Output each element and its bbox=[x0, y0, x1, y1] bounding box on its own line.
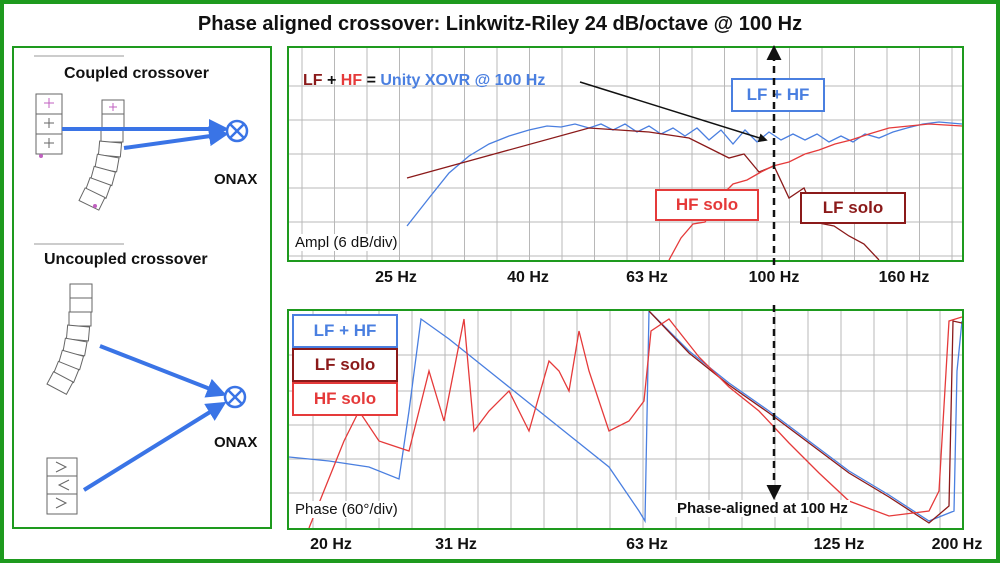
phase-tick: 20 Hz bbox=[310, 536, 352, 553]
phase-plot: LF + HF LF solo HF solo Phase (60°/div) … bbox=[287, 309, 964, 530]
coupled-crossover-label: Coupled crossover bbox=[64, 65, 209, 82]
phase-tick: 63 Hz bbox=[626, 536, 668, 553]
listening-position-icon bbox=[225, 119, 249, 143]
uncoupled-crossover-label: Uncoupled crossover bbox=[44, 251, 208, 268]
phase-tick: 125 Hz bbox=[813, 536, 865, 553]
amp-axis-note: Ampl (6 dB/div) bbox=[295, 234, 398, 251]
left-panel-drawing bbox=[34, 55, 249, 515]
listening-position-icon bbox=[223, 385, 247, 409]
legend-unity: Unity XOVR @ 100 Hz bbox=[380, 72, 546, 89]
amp-tick: 63 Hz bbox=[626, 269, 668, 286]
amp-tick: 100 Hz bbox=[748, 269, 800, 286]
left-panel: Coupled crossover Uncoupled crossover ON… bbox=[12, 46, 272, 529]
amp-box-lf-solo: LF solo bbox=[800, 192, 906, 224]
sum-phase-trace bbox=[289, 311, 962, 524]
figure-title: Phase aligned crossover: Linkwitz-Riley … bbox=[197, 13, 803, 35]
phase-axis-note: Phase (60°/div) bbox=[295, 501, 398, 518]
amp-tick: 40 Hz bbox=[507, 269, 549, 286]
phase-tick: 200 Hz bbox=[931, 536, 983, 553]
legend-plus: + bbox=[327, 72, 337, 89]
amp-tick: 25 Hz bbox=[375, 269, 417, 286]
phase-tick: 31 Hz bbox=[435, 536, 477, 553]
phase-box-hf-solo: HF solo bbox=[292, 382, 398, 416]
phase-box-lf-solo: LF solo bbox=[292, 348, 398, 382]
amplitude-legend: LF + HF = Unity XOVR @ 100 Hz bbox=[303, 72, 545, 90]
onax-label-top: ONAX bbox=[214, 171, 258, 188]
speaker-array-icon bbox=[46, 283, 93, 396]
hf-amplitude-trace bbox=[668, 123, 962, 260]
amp-box-hf-solo: HF solo bbox=[655, 189, 759, 221]
speaker-array-icon bbox=[46, 457, 78, 515]
legend-hf: HF bbox=[340, 72, 363, 89]
phase-plot-area bbox=[289, 311, 962, 528]
phase-box-sum: LF + HF bbox=[292, 314, 398, 348]
hf-phase-trace bbox=[308, 316, 962, 528]
lf-phase-trace bbox=[648, 311, 962, 524]
onax-label-bottom: ONAX bbox=[214, 434, 258, 451]
speaker-array-icon bbox=[35, 93, 63, 158]
phase-aligned-label: Phase-aligned at 100 Hz bbox=[675, 500, 850, 517]
legend-equals: = bbox=[366, 72, 376, 89]
amp-tick: 160 Hz bbox=[878, 269, 930, 286]
speaker-array-icon bbox=[78, 99, 125, 211]
amplitude-plot: LF + HF = Unity XOVR @ 100 Hz LF + HF HF… bbox=[287, 46, 964, 262]
amp-box-sum: LF + HF bbox=[731, 78, 825, 112]
legend-lf: LF bbox=[303, 72, 323, 89]
